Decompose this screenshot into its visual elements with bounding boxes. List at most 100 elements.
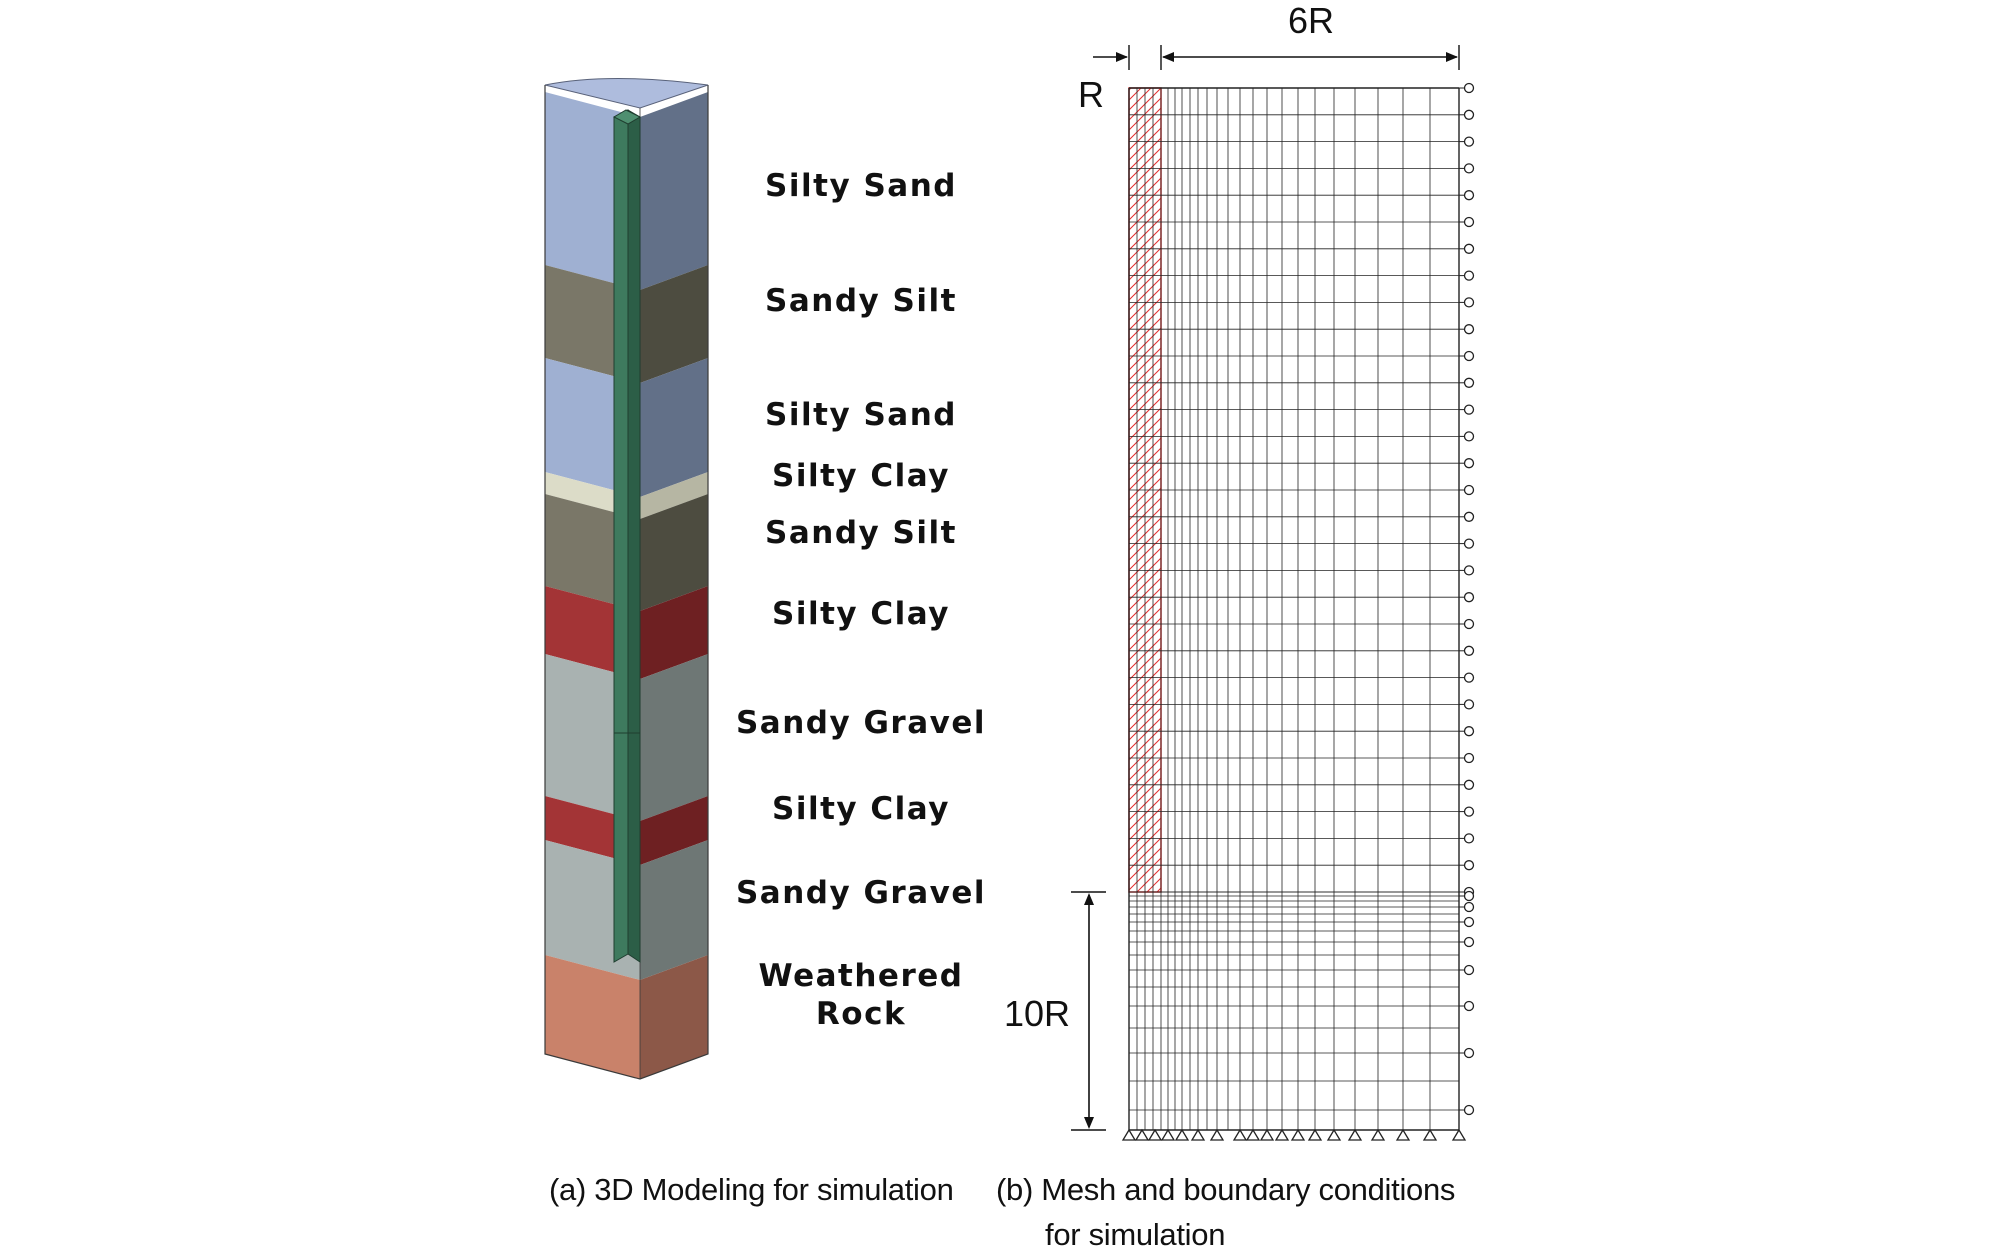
layer-label: Silty Clay	[772, 596, 950, 632]
roller-icon	[1463, 216, 1475, 228]
pin-support-icon	[1190, 1128, 1206, 1141]
soil-layer-side-face	[640, 472, 708, 519]
roller-icon	[1463, 592, 1475, 603]
roller-icon	[1463, 297, 1475, 308]
pin-support-icon	[1245, 1128, 1261, 1141]
pin-support-icon	[1147, 1128, 1163, 1141]
roller-icon	[1463, 163, 1475, 174]
layer-label: Silty Clay	[772, 791, 950, 827]
hatch-line	[1146, 877, 1161, 892]
roller-icon	[1463, 109, 1475, 120]
roller-icon	[1463, 699, 1475, 710]
pin-support-icon	[1160, 1128, 1176, 1141]
pile-front-face	[613, 109, 629, 963]
mesh-diagram	[1121, 48, 1475, 1141]
hatch-line	[1129, 88, 1132, 91]
roller-icon	[1463, 1047, 1475, 1059]
column-top-face	[544, 78, 709, 109]
roller-icon	[1463, 404, 1475, 415]
roller-icon	[1463, 377, 1475, 388]
layer-label: Sandy Silt	[765, 283, 957, 319]
roller-icon	[1463, 1104, 1475, 1116]
soil-layer-side-face	[640, 796, 708, 865]
hatch-line	[1129, 88, 1142, 101]
soil-column-3d-model	[544, 78, 709, 1080]
roller-icon	[1463, 538, 1475, 549]
pin-support-icon	[1174, 1128, 1190, 1141]
bottom-pin-supports	[1121, 1128, 1467, 1141]
6r-arrow-head-left	[1162, 52, 1174, 62]
soil-layer-side-face	[640, 840, 708, 980]
pin-support-icon	[1451, 1128, 1467, 1141]
layer-label: Silty Clay	[772, 458, 950, 494]
pin-support-icon	[1422, 1128, 1438, 1141]
layer-label: Weathered Rock	[758, 958, 964, 1032]
pile-top-face	[612, 109, 642, 125]
10r-arrow-head-top	[1084, 893, 1094, 905]
roller-icon	[1463, 82, 1475, 94]
soil-layer-side-face	[640, 494, 708, 611]
roller-icon	[1463, 618, 1475, 630]
roller-icon	[1463, 190, 1475, 201]
pin-support-icon	[1347, 1128, 1363, 1141]
pin-support-icon	[1370, 1128, 1386, 1141]
roller-icon	[1463, 565, 1475, 576]
pin-support-icon	[1232, 1128, 1248, 1141]
six-r-label: 6R	[1288, 0, 1335, 41]
soil-layer-side-face	[640, 358, 708, 497]
layer-label: Silty Sand	[765, 168, 957, 204]
roller-icon	[1463, 672, 1475, 683]
caption-a: (a) 3D Modeling for simulation	[549, 1172, 954, 1207]
roller-icon	[1463, 350, 1475, 362]
roller-icon	[1463, 1000, 1475, 1012]
soil-layer-side-face	[640, 654, 708, 821]
roller-icon	[1463, 916, 1475, 928]
dimension-annotations	[1071, 45, 1460, 1131]
layer-label: Sandy Silt	[765, 515, 957, 551]
pin-support-icon	[1326, 1128, 1342, 1141]
roller-icon	[1463, 860, 1475, 871]
pin-support-icon	[1307, 1128, 1323, 1141]
right-roller-supports	[1459, 82, 1475, 1116]
roller-icon	[1463, 901, 1475, 913]
layer-label: Sandy Gravel	[735, 875, 986, 911]
caption-b-line1: (b) Mesh and boundary conditions	[996, 1172, 1456, 1207]
layer-label: Sandy Gravel	[735, 705, 986, 741]
roller-icon	[1463, 936, 1475, 948]
roller-icon	[1463, 964, 1475, 976]
roller-icon	[1463, 136, 1475, 147]
r-label: R	[1078, 74, 1104, 115]
soil-layer-side-face	[640, 92, 708, 290]
soil-layer-side-face	[640, 955, 708, 1079]
10r-arrow-head-bottom	[1084, 1117, 1094, 1129]
roller-icon	[1463, 270, 1475, 281]
roller-icon	[1463, 779, 1475, 790]
r-arrow-head	[1116, 52, 1128, 62]
roller-icon	[1463, 458, 1475, 469]
pin-support-icon	[1395, 1128, 1411, 1141]
6r-arrow-head-right	[1446, 52, 1458, 62]
roller-icon	[1463, 324, 1475, 335]
caption-b-line2: for simulation	[1045, 1217, 1226, 1252]
roller-icon	[1463, 752, 1475, 764]
roller-icon	[1463, 806, 1475, 817]
pile-side-face	[627, 109, 641, 963]
pin-support-icon	[1134, 1128, 1150, 1141]
layer-label: Silty Sand	[765, 397, 957, 433]
roller-icon	[1463, 511, 1475, 522]
pin-support-icon	[1259, 1128, 1275, 1141]
pin-support-icon	[1290, 1128, 1306, 1141]
roller-icon	[1463, 833, 1475, 844]
soil-layer-front-face	[545, 955, 640, 1079]
hatch-line	[1129, 48, 1161, 80]
roller-icon	[1463, 645, 1475, 656]
mesh-horizontal-lines	[1129, 87, 1459, 1131]
pin-support-icon	[1274, 1128, 1290, 1141]
roller-icon	[1463, 890, 1475, 902]
roller-icon	[1463, 243, 1475, 254]
mesh-vertical-lines	[1128, 88, 1460, 1130]
ten-r-label: 10R	[1004, 993, 1071, 1034]
roller-icon	[1463, 431, 1475, 442]
pin-support-icon	[1209, 1128, 1225, 1141]
